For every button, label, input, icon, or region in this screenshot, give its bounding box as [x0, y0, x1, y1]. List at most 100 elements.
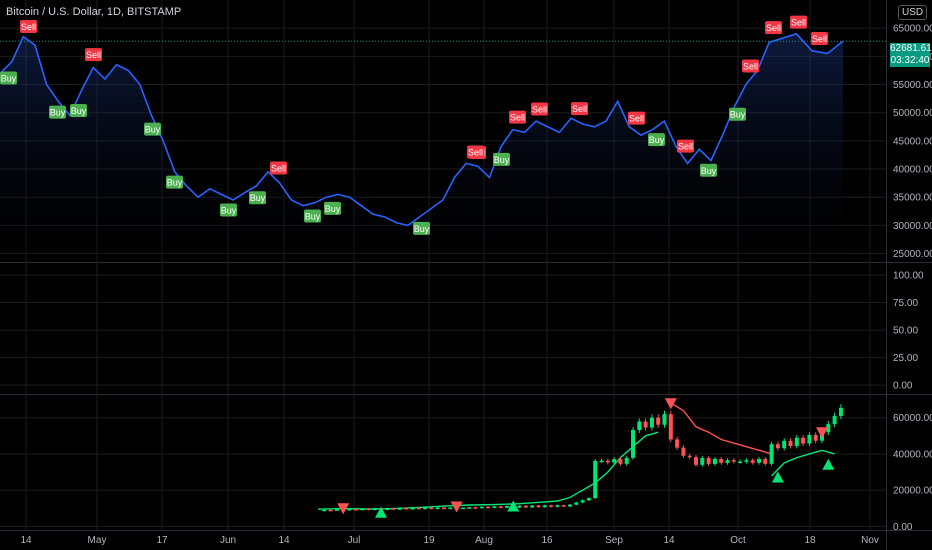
candle-body	[694, 457, 698, 465]
candle-body	[738, 461, 743, 463]
candle-body	[347, 508, 352, 511]
sell-badge	[628, 111, 645, 125]
sell-badge	[531, 102, 548, 116]
candle-body	[593, 460, 598, 499]
candle-body	[410, 507, 415, 510]
candle-body	[505, 506, 509, 508]
candle-body	[385, 507, 390, 510]
sell-signal: Sell	[85, 48, 102, 62]
buy-badge	[324, 201, 341, 215]
y-tick-label: 0.00	[893, 381, 913, 392]
candle-body	[807, 434, 812, 444]
down-marker	[337, 503, 350, 515]
sell-signal: Sell	[677, 139, 694, 153]
candle-body	[492, 506, 497, 508]
candle-body	[832, 415, 837, 425]
candle-body	[675, 439, 680, 448]
sell-signal: Sell	[531, 102, 548, 116]
candle-body	[643, 421, 648, 428]
candle-body	[618, 459, 623, 464]
trail-up-line	[771, 449, 835, 477]
sell-badge	[509, 110, 526, 124]
sell-signal: Sell	[270, 161, 287, 175]
down-marker	[450, 501, 463, 513]
down-marker	[816, 427, 828, 439]
buy-badge	[304, 209, 321, 223]
candle-body	[662, 414, 667, 425]
y-tick-label: 30000.00	[893, 221, 932, 232]
signal-label: Sell	[271, 163, 286, 173]
candle-body	[731, 460, 736, 462]
candle-body	[624, 457, 629, 464]
candle-body	[700, 457, 705, 465]
x-tick-label: Nov	[861, 535, 879, 546]
signal-label: Buy	[414, 224, 430, 234]
candle-body	[404, 507, 409, 510]
buy-signal: Buy	[413, 221, 430, 235]
y-tick-label: 40000.00	[893, 449, 932, 460]
y-tick-label: 55000.00	[893, 80, 932, 91]
sell-badge	[811, 31, 828, 45]
y-tick-label: 45000.00	[893, 136, 932, 147]
buy-signal: Buy	[49, 105, 66, 119]
candle-body	[668, 414, 673, 440]
price-axis[interactable]: 25000.00 30000.00 35000.00 40000.00 45000.00…	[893, 24, 932, 533]
buy-badge	[700, 163, 717, 177]
candle-body	[517, 505, 522, 508]
time-axis[interactable]: 14 May 17 Jun 14 Jul 19 Aug 16 Sep 14 Oct 18 Nov	[20, 535, 878, 546]
price-pane: Sell Buy Sell Buy Buy Buy Buy Buy Buy Sell Buy Buy B…	[0, 15, 886, 262]
signal-label: Sell	[468, 148, 483, 158]
signal-label: Sell	[629, 114, 644, 124]
candle-body	[372, 508, 377, 511]
candle-body	[530, 505, 535, 508]
signal-label: Buy	[1, 74, 17, 84]
buy-signal: Buy	[166, 175, 183, 189]
chart-title: Bitcoin / U.S. Dollar, 1D, BITSTAMP	[6, 6, 182, 18]
buy-badge	[493, 152, 510, 166]
up-marker	[822, 458, 835, 470]
buy-badge	[220, 203, 237, 217]
y-tick-label: 0.00	[893, 522, 913, 533]
candle-body	[605, 460, 610, 463]
buy-signal: Buy	[144, 122, 161, 136]
currency-button[interactable]: USD	[898, 5, 928, 20]
signal-label: Sell	[678, 142, 693, 152]
candle-body	[435, 507, 440, 510]
candle-body	[360, 508, 365, 511]
buy-badge	[49, 105, 66, 119]
signal-label: Buy	[71, 106, 87, 116]
buy-signal: Buy	[729, 107, 746, 121]
x-tick-label: Jun	[220, 535, 236, 546]
candle-body	[687, 455, 692, 458]
signal-label: Buy	[325, 204, 341, 214]
sell-badge	[467, 145, 484, 159]
y-tick-label: 65000.00	[893, 24, 932, 35]
y-tick-label: 25.00	[893, 353, 918, 364]
signal-label: Buy	[167, 178, 183, 188]
x-tick-label: Sep	[605, 535, 623, 546]
candle-body	[473, 507, 478, 509]
sell-signal: Sell	[742, 59, 759, 73]
candle-body	[788, 440, 793, 446]
x-tick-label: 19	[423, 535, 435, 546]
y-tick-label: 60000.00	[893, 413, 932, 424]
signal-label: Buy	[250, 193, 266, 203]
buy-signal: Buy	[648, 133, 665, 147]
candle-body	[637, 421, 642, 431]
y-tick-label: 35000.00	[893, 193, 932, 204]
y-tick-label: 20000.00	[893, 486, 932, 497]
candle-body	[442, 507, 446, 510]
candle-body	[725, 460, 730, 463]
candle-body	[769, 444, 774, 464]
buy-badge	[166, 175, 183, 189]
sell-badge	[790, 15, 807, 29]
trail-up-line	[317, 431, 659, 510]
up-marker	[507, 500, 520, 512]
sell-signal: Sell	[790, 15, 807, 29]
x-tick-label: 14	[663, 535, 675, 546]
price-area	[0, 33, 843, 262]
sell-signal: Sell	[765, 21, 782, 35]
buy-signal: Buy	[324, 201, 341, 215]
buy-signal: Buy	[249, 191, 266, 205]
